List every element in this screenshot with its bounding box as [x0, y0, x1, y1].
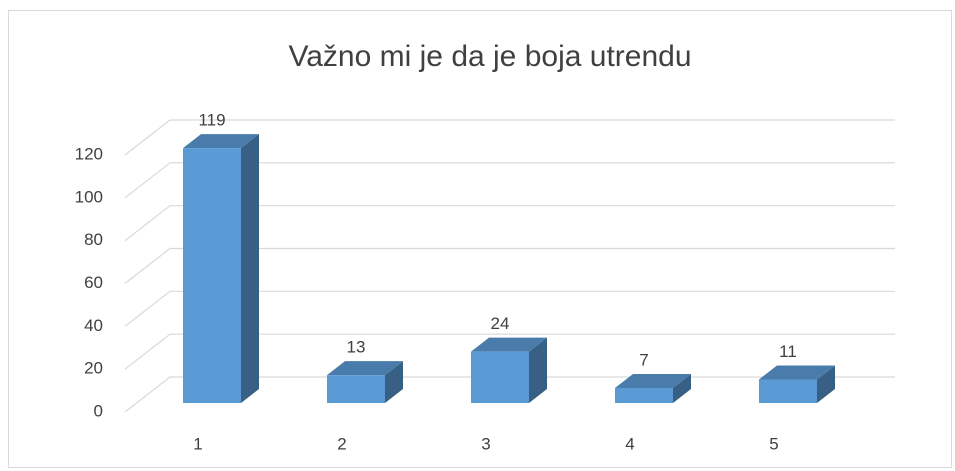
bar-side [241, 134, 259, 403]
data-label: 24 [491, 314, 510, 333]
data-label: 119 [198, 111, 225, 130]
bar [759, 365, 835, 403]
bar [615, 374, 691, 403]
y-tick-label: 0 [94, 401, 103, 420]
chart-title: Važno mi je da je boja utrendu [288, 40, 691, 73]
bar-top [327, 361, 403, 376]
x-tick-label: 1 [193, 434, 202, 453]
y-tick-label: 20 [84, 359, 103, 378]
bar-front [759, 379, 817, 403]
grid-line [124, 247, 895, 284]
bar-front [615, 388, 673, 403]
bar-side [385, 361, 403, 403]
bar-top [615, 374, 691, 389]
bar-front [471, 351, 529, 403]
bar-top [759, 365, 835, 380]
grid-line [124, 119, 895, 156]
x-tick-label: 5 [769, 434, 778, 453]
grid-line [124, 162, 895, 199]
grid-line [124, 333, 895, 370]
y-tick-label: 60 [84, 273, 103, 292]
grid-line [124, 205, 895, 242]
bar-side [817, 365, 835, 403]
data-label: 7 [639, 350, 648, 369]
y-tick-label: 120 [75, 144, 103, 163]
x-tick-label: 4 [625, 434, 634, 453]
data-label: 11 [779, 342, 797, 361]
x-tick-label: 3 [481, 434, 490, 453]
bar-front [183, 148, 241, 403]
bar [183, 134, 259, 403]
grid-line [124, 290, 895, 327]
bar-top [183, 134, 259, 149]
x-tick-label: 2 [337, 434, 346, 453]
data-label: 13 [347, 338, 366, 357]
bar-side [529, 337, 547, 403]
y-tick-label: 100 [75, 187, 103, 206]
bar [327, 361, 403, 403]
bar-side [673, 374, 691, 403]
y-tick-label: 40 [84, 316, 103, 335]
y-tick-label: 80 [84, 230, 103, 249]
bar-front [327, 375, 385, 403]
bar [471, 337, 547, 403]
bar-top [471, 337, 547, 352]
